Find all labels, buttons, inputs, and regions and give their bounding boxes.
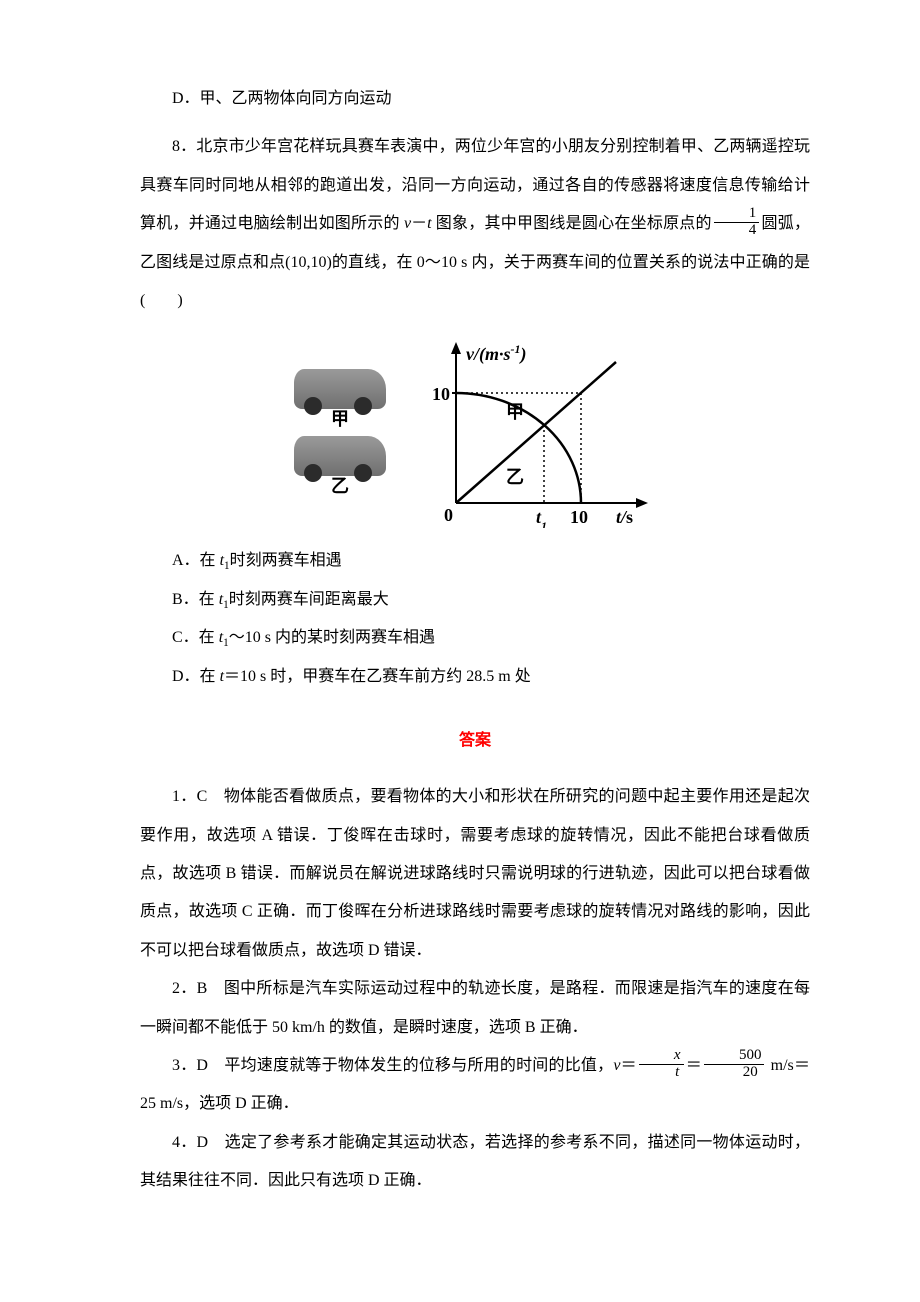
car-1-image	[294, 369, 386, 409]
spacer	[140, 118, 810, 128]
frac-den: 4	[714, 223, 760, 239]
car-2: 乙	[294, 436, 386, 498]
y-axis-label: v/(m·s-1)	[466, 342, 527, 365]
car-2-image	[294, 436, 386, 476]
a3-f2-num: 500	[704, 1048, 765, 1065]
a3-a: 3．D 平均速度就等于物体发生的位移与所用的时间的比值，	[172, 1057, 613, 1074]
q8-option-D: D．在 t＝10 s 时，甲赛车在乙赛车前方约 28.5 m 处	[140, 658, 810, 696]
q7-option-D-text: D．甲、乙两物体向同方向运动	[172, 90, 392, 107]
q8-A-b: 时刻两赛车相遇	[230, 552, 342, 569]
q8-option-A: A．在 t1时刻两赛车相遇	[140, 542, 810, 580]
q8-D-b: ＝10 s 时，甲赛车在乙赛车前方约 28.5 m 处	[224, 668, 531, 685]
a3-eq1: ＝	[620, 1057, 636, 1074]
x-axis-label: t/s	[616, 507, 633, 527]
origin-label: 0	[444, 505, 453, 525]
answer-3: 3．D 平均速度就等于物体发生的位移与所用的时间的比值，v＝xt＝50020 m…	[140, 1047, 810, 1124]
cars-column: 甲 乙	[294, 369, 386, 498]
q8-stem-c: －	[411, 215, 427, 232]
a3-frac-xt: xt	[639, 1048, 684, 1081]
q8-option-B: B．在 t1时刻两赛车间距离最大	[140, 581, 810, 619]
a3-f1-num: x	[639, 1048, 684, 1065]
curve-label-jia: 甲	[506, 402, 524, 422]
a3-eq2: ＝	[686, 1057, 702, 1074]
answers-heading: 答案	[140, 722, 810, 760]
q8-C-b: ～10 s 内的某时刻两赛车相遇	[229, 629, 435, 646]
q8-stem: 8．北京市少年宫花样玩具赛车表演中，两位少年宫的小朋友分别控制着甲、乙两辆遥控玩…	[140, 128, 810, 320]
q8-option-C: C．在 t1～10 s 内的某时刻两赛车相遇	[140, 619, 810, 657]
curve-label-yi: 乙	[506, 467, 524, 487]
x-tick-t1: t1	[536, 507, 547, 528]
a3-frac-500-20: 50020	[704, 1048, 765, 1081]
q8-C-a: C．在	[172, 629, 219, 646]
q8-figure: 甲 乙 v/(m·s-1) 10 0 t1 1	[140, 338, 810, 528]
car-1: 甲	[294, 369, 386, 431]
answer-4: 4．D 选定了参考系才能确定其运动状态，若选择的参考系不同，描述同一物体运动时，…	[140, 1124, 810, 1201]
q8-A-a: A．在	[172, 552, 220, 569]
q8-B-a: B．在	[172, 591, 219, 608]
vt-chart: v/(m·s-1) 10 0 t1 10 t/s 甲 乙	[416, 338, 656, 528]
a3-f2-den: 20	[704, 1065, 765, 1081]
q7-option-D: D．甲、乙两物体向同方向运动	[140, 80, 810, 118]
q8-B-b: 时刻两赛车间距离最大	[229, 591, 389, 608]
answer-1: 1．C 物体能否看做质点，要看物体的大小和形状在所研究的问题中起主要作用还是起次…	[140, 778, 810, 970]
a3-f1-den: t	[639, 1065, 684, 1081]
frac-num: 1	[714, 206, 760, 223]
answer-2: 2．B 图中所标是汽车实际运动过程中的轨迹长度，是路程．而限速是指汽车的速度在每…	[140, 970, 810, 1047]
y-tick-10: 10	[432, 384, 450, 404]
q8-frac-1-4: 14	[714, 206, 760, 239]
x-tick-10: 10	[570, 507, 588, 527]
q8-D-a: D．在	[172, 668, 220, 685]
q8-stem-e: 图象，其中甲图线是圆心在坐标原点的	[432, 215, 712, 232]
